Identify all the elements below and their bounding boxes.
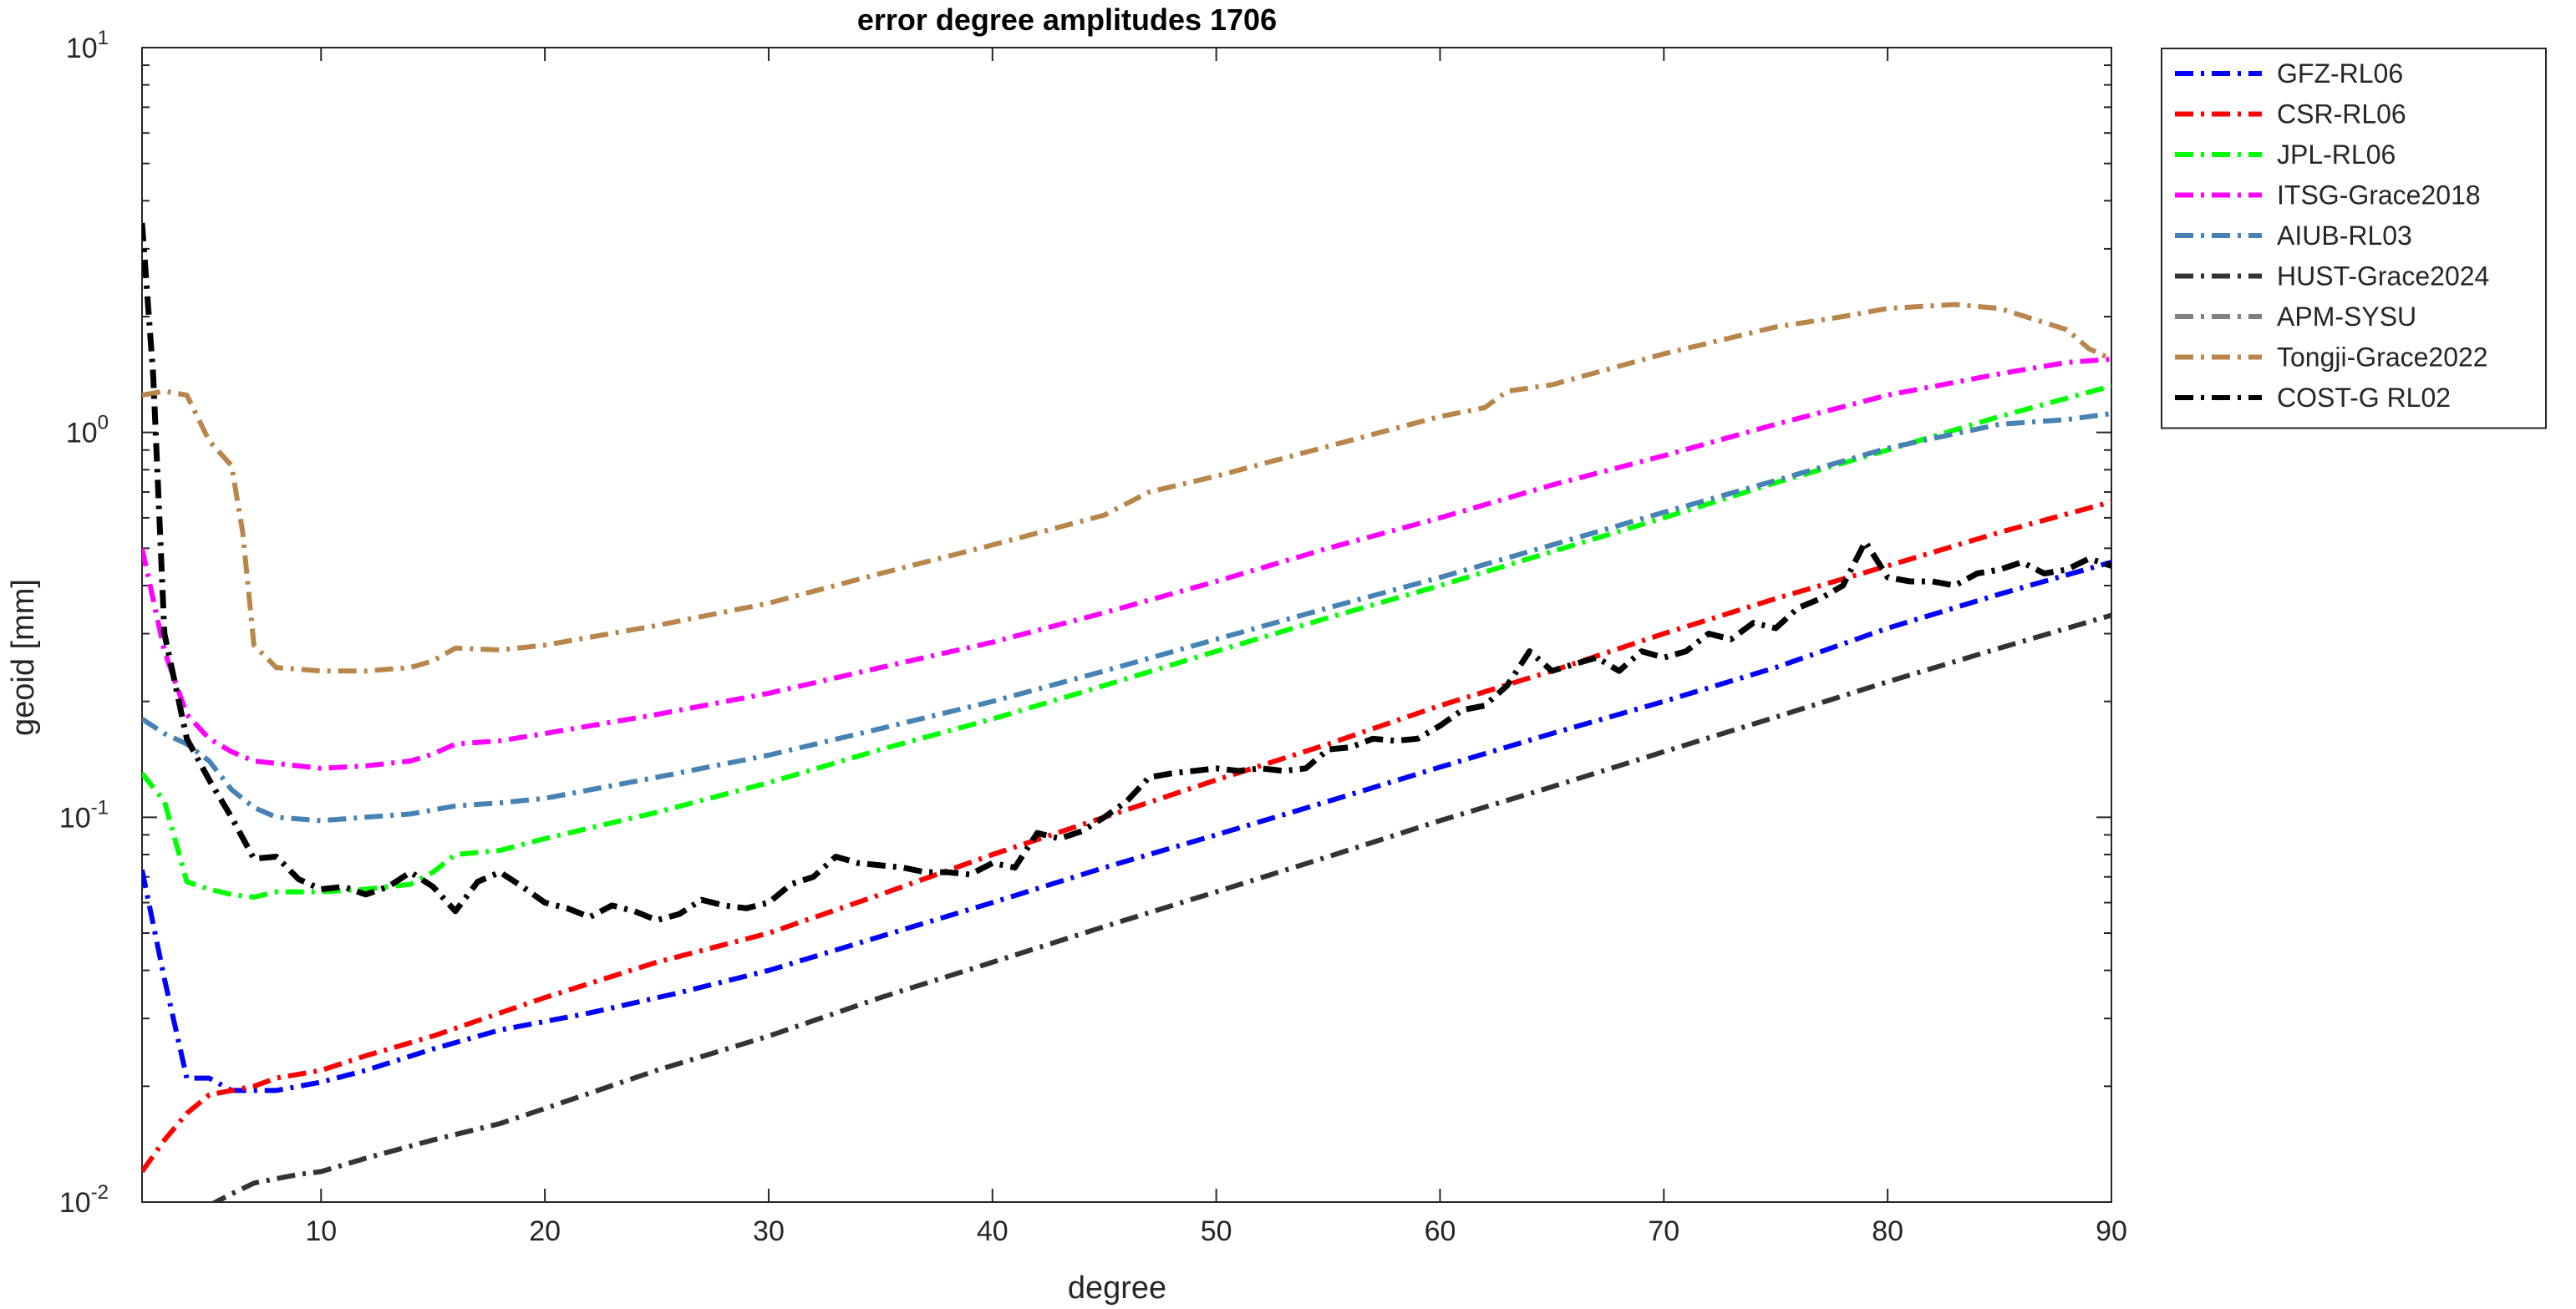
x-tick-label: 40 [977, 1215, 1009, 1247]
legend-label-csr-rl06: CSR-RL06 [2277, 99, 2406, 129]
legend-label-jpl-rl06: JPL-RL06 [2277, 140, 2396, 170]
x-tick-label: 80 [1872, 1215, 1903, 1247]
legend-label-aiub-rl03: AIUB-RL03 [2277, 221, 2412, 251]
series-line-csr-rl06 [142, 499, 2111, 1174]
y-axis-label: geoid [mm] [6, 579, 41, 736]
legend-label-itsg-grace2018: ITSG-Grace2018 [2277, 180, 2481, 211]
legend-label-hust-grace2024: HUST-Grace2024 [2277, 261, 2489, 292]
plot-frame [141, 47, 2112, 1203]
y-tick-label: 10-2 [59, 1181, 109, 1219]
series-line-hust-grace2024 [210, 612, 2111, 1202]
legend-label-apm-sysu: APM-SYSU [2277, 302, 2416, 332]
series-line-cost-g-rl02 [142, 222, 2111, 924]
legend: GFZ-RL06 CSR-RL06 JPL-RL06 ITSG-Grace2018 AI… [2161, 48, 2547, 429]
x-tick-label: 70 [1648, 1215, 1679, 1247]
x-tick-label: 20 [529, 1215, 561, 1247]
plot-area: 10 20 30 40 50 60 70 80 90 10-2 10-1 100 101 [59, 27, 2127, 1247]
series-lines [142, 222, 2111, 1202]
series-line-gfz-rl06 [142, 560, 2111, 1093]
x-tick-label: 50 [1201, 1215, 1232, 1247]
chart-title: error degree amplitudes 1706 [857, 3, 1277, 37]
x-tick-label: 60 [1425, 1215, 1456, 1247]
series-line-jpl-rl06 [142, 383, 2111, 900]
x-axis-label: degree [1068, 1271, 1166, 1306]
x-tick-label: 90 [2096, 1215, 2127, 1247]
series-line-itsg-grace2018 [142, 357, 2111, 771]
legend-label-gfz-rl06: GFZ-RL06 [2277, 58, 2403, 89]
y-tick-label: 10-1 [59, 796, 109, 834]
x-tick-label: 10 [305, 1215, 337, 1247]
y-tick-label: 100 [66, 412, 109, 449]
y-tick-label: 101 [66, 27, 109, 64]
legend-label-cost-g-rl02: COST-G RL02 [2277, 383, 2451, 413]
legend-label-tongji-grace2022: Tongji-Grace2022 [2277, 342, 2488, 373]
x-tick-label: 30 [753, 1215, 785, 1247]
